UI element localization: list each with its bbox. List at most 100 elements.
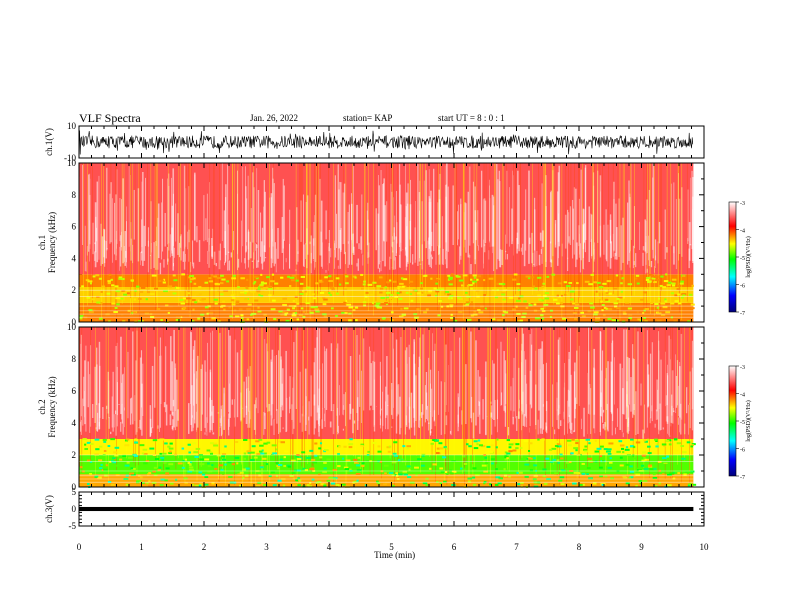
ch2-spectrogram-speckle — [335, 483, 340, 486]
chart-title: VLF Spectra — [79, 111, 141, 125]
ch1-spectrogram-speckle — [150, 293, 155, 296]
ch1-spectrogram-speckle — [259, 289, 265, 292]
ch2-spectrogram-speckle — [415, 474, 418, 477]
ch2-spectrogram-speckle — [526, 459, 529, 462]
ch2-spectrogram-speckle — [527, 449, 531, 452]
ch1-spectrogram-speckle — [344, 311, 348, 314]
ch2-spectrogram-speckle — [557, 461, 560, 464]
ch1-spectrogram-speckle — [662, 306, 668, 309]
ch1-spectrogram-speckle — [282, 311, 285, 314]
ch1-spectrogram-speckle — [637, 318, 642, 321]
ch1-spectrogram-speckle — [244, 290, 249, 293]
ch2-spectrogram-speckle — [277, 479, 282, 482]
ch1-spectrogram-speckle — [651, 277, 656, 280]
ch1-spectrogram-speckle — [162, 278, 166, 281]
ch2-spectrogram-speckle — [296, 469, 301, 472]
ch1-spectrogram-speckle — [79, 315, 84, 318]
ch2-spectrogram-speckle — [341, 457, 345, 460]
ch1-spectrogram-speckle — [473, 276, 477, 279]
ch1-spectrogram-speckle — [484, 307, 487, 310]
ch2-spectrogram-speckle — [576, 472, 580, 475]
ch2-spectrogram-speckle — [392, 452, 397, 455]
ch1-spectrogram-speckle — [401, 285, 405, 288]
ch1-spectrogram-speckle — [504, 311, 509, 314]
ch1-spectrogram-speckle — [354, 306, 359, 309]
ch1-spectrogram-speckle — [381, 317, 386, 320]
ch1-spectrogram-speckle — [643, 291, 647, 294]
ch1-spectrogram-speckle — [120, 313, 124, 316]
ch1-spectrogram-speckle — [345, 300, 349, 303]
ch1-spectrogram-speckle — [273, 317, 277, 320]
ch2-spectrogram-speckle — [258, 450, 263, 453]
ch1-spectrogram-speckle — [223, 308, 226, 311]
ch2-spectrogram-speckle — [169, 442, 173, 445]
ch1-spectrogram-speckle — [440, 305, 444, 308]
ch2-spectrogram-speckle — [520, 446, 523, 449]
ch1-spectrogram-speckle — [662, 286, 667, 289]
ch1-spectrogram-speckle — [270, 308, 276, 311]
ch2-spectrogram-speckle — [114, 446, 120, 449]
ch2-spectrogram-speckle — [635, 484, 638, 487]
ch1-spectrogram-speckle — [107, 282, 111, 285]
ch2-spectrogram-speckle — [227, 461, 232, 464]
ch2-spectrogram-speckle — [192, 483, 195, 486]
ch1-spectrogram-speckle — [371, 301, 375, 304]
ch2-spectrogram-speckle — [391, 474, 395, 477]
ch1-spectrogram-speckle — [537, 276, 542, 279]
ch2-spectrogram-speckle — [286, 464, 292, 467]
ch2-spectrogram-speckle — [326, 458, 331, 461]
ch1-spectrogram-speckle — [312, 297, 317, 300]
ch1-spectrogram-speckle — [508, 296, 514, 299]
ch1-spectrogram-speckle — [448, 296, 452, 299]
ch1-spectrogram-speckle — [611, 319, 617, 322]
ch2-spectrogram-speckle — [531, 484, 535, 487]
ch2-spectrogram-speckle — [322, 471, 327, 474]
ch2-spectrogram-speckle — [84, 443, 87, 446]
ch2-spectrogram-speckle — [295, 479, 299, 482]
ch2-spectrogram-speckle — [661, 443, 667, 446]
ch1-spectrogram-speckle — [602, 282, 607, 285]
ch1-spectrogram-speckle — [569, 290, 575, 293]
ch1-spectrogram-speckle — [115, 290, 120, 293]
ch1-spectrogram-speckle — [291, 274, 297, 277]
ch2-spectrogram-speckle — [264, 452, 267, 455]
ch1-spectrogram-speckle — [118, 276, 123, 279]
ch2-spectrogram-speckle — [558, 445, 562, 448]
ch2-spectrogram-speckle — [159, 452, 163, 455]
ch2-spectrogram-speckle — [344, 468, 350, 471]
ch1-spectrogram-speckle — [620, 290, 623, 293]
ch2-spectrogram-ytick-label: 2 — [72, 450, 77, 460]
ch2-spectrogram-speckle — [220, 455, 226, 458]
ch2-spectrogram-speckle — [668, 443, 672, 446]
ch1-spectrogram-speckle — [238, 308, 243, 311]
ch2-spectrogram-speckle — [260, 452, 266, 455]
ch1-spectrogram-speckle — [145, 298, 148, 301]
ch1-spectrogram-speckle — [677, 285, 682, 288]
ch2-spectrogram-speckle — [89, 461, 93, 464]
ch2-spectrogram-speckle — [655, 445, 659, 448]
ch2-spectrogram-speckle — [355, 472, 361, 475]
ch2-spectrogram-speckle — [189, 461, 193, 464]
ch1-spectrogram-colorbar — [728, 201, 737, 313]
ch1-spectrogram-speckle — [198, 286, 202, 289]
ch2-spectrogram-speckle — [435, 439, 440, 442]
ch2-spectrogram-speckle — [272, 452, 278, 455]
ch1-spectrogram-speckle — [673, 320, 677, 323]
ch2-spectrogram-speckle — [508, 443, 514, 446]
ch2-spectrogram-speckle — [600, 445, 604, 448]
ch1-spectrogram-speckle — [210, 288, 214, 291]
ch2-spectrogram-speckle — [177, 480, 181, 483]
ch3-waveform-ytick-label: 0 — [72, 504, 77, 514]
ch1-spectrogram-speckle — [542, 282, 546, 285]
ch1-spectrogram-speckle — [462, 274, 468, 277]
ch1-spectrogram-speckle — [595, 317, 601, 320]
ch1-spectrogram-speckle — [581, 315, 586, 318]
ch2-spectrogram-speckle — [282, 484, 286, 487]
ch2-spectrogram-speckle — [109, 460, 112, 463]
ch1-spectrogram-colorbar-tick-label: -6 — [740, 284, 745, 290]
ch1-spectrogram-speckle — [534, 287, 538, 290]
ch1-waveform-ytick-label: -10 — [64, 153, 76, 163]
ch1-spectrogram-ytick-label: 8 — [72, 190, 77, 200]
ch2-spectrogram-speckle — [158, 466, 162, 469]
ch2-spectrogram-speckle — [629, 445, 634, 448]
